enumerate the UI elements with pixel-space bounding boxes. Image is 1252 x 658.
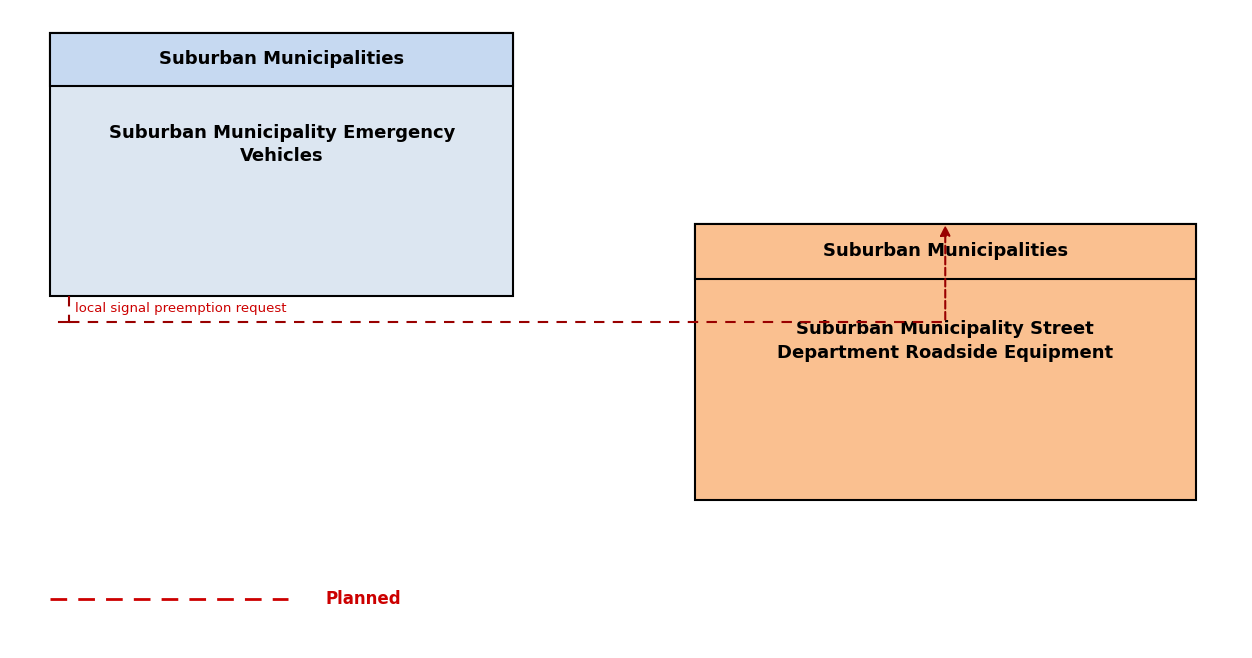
Bar bbox=[50, 33, 513, 86]
Text: Suburban Municipalities: Suburban Municipalities bbox=[159, 50, 404, 68]
Text: Planned: Planned bbox=[326, 590, 401, 608]
Bar bbox=[695, 224, 1196, 500]
Text: local signal preemption request: local signal preemption request bbox=[75, 301, 287, 315]
Bar bbox=[50, 33, 513, 296]
Bar bbox=[695, 224, 1196, 279]
Text: Suburban Municipality Emergency
Vehicles: Suburban Municipality Emergency Vehicles bbox=[109, 124, 454, 165]
Text: Suburban Municipality Street
Department Roadside Equipment: Suburban Municipality Street Department … bbox=[777, 320, 1113, 362]
Text: Suburban Municipalities: Suburban Municipalities bbox=[823, 242, 1068, 261]
